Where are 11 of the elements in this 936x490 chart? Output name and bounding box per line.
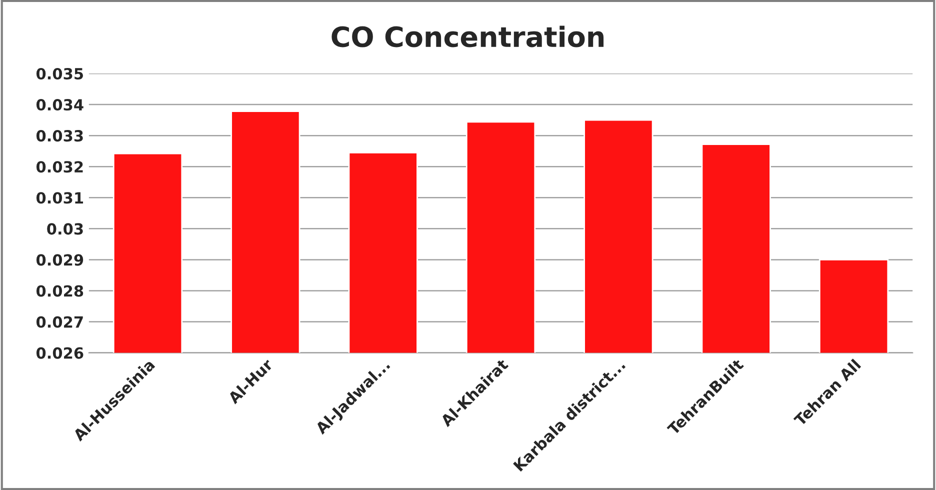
chart-title: CO Concentration [332,26,604,48]
y-tick-label: 0.028 [36,285,84,297]
y-tick-label: 0.035 [36,68,83,80]
y-tick-label: 0.026 [36,347,84,359]
y-tick-label: 0.034 [36,99,84,111]
y-tick-label: 0.027 [36,316,83,328]
y-tick-label: 0.031 [36,192,84,204]
y-tick-label: 0.033 [36,130,83,142]
y-tick-label: 0.032 [36,161,83,173]
y-tick-label: 0.03 [47,223,83,235]
y-tick-label: 0.029 [36,254,84,266]
